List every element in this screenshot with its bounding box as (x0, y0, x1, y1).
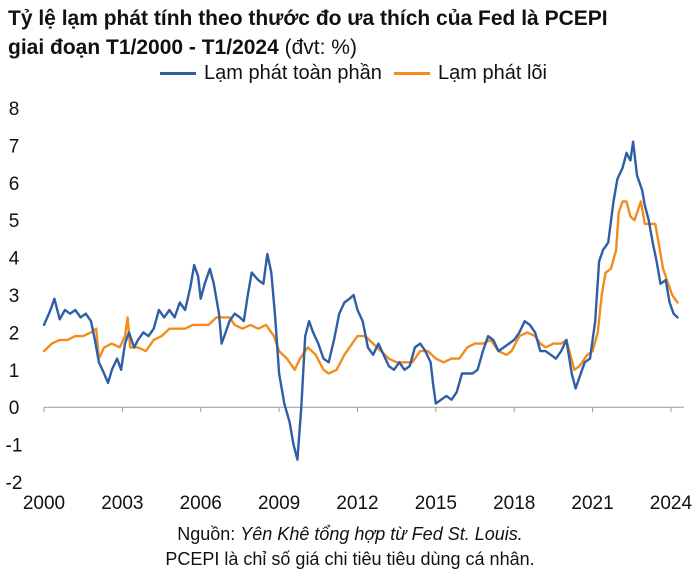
legend-swatch-core (394, 72, 430, 75)
legend-item-core: Lạm phát lõi (394, 62, 547, 85)
chart-title-unit: (đvt: %) (278, 36, 357, 59)
series-line-core (42, 200, 679, 375)
y-tick-label: 3 (9, 286, 20, 307)
x-tick-label: 2003 (101, 493, 143, 514)
y-tick-label: 6 (9, 174, 20, 195)
y-tick-label: 4 (9, 249, 20, 270)
source-prefix: Nguồn: (177, 524, 241, 544)
legend-item-headline: Lạm phát toàn phần (160, 62, 382, 85)
y-tick-label: 7 (9, 136, 20, 157)
x-tick-label: 2006 (180, 493, 222, 514)
y-tick-label: 5 (9, 211, 20, 232)
chart-title: Tỷ lệ lạm phát tính theo thước đo ưa thí… (8, 4, 698, 62)
legend-swatch-headline (160, 72, 196, 75)
source-note: Nguồn: Yên Khê tổng hợp từ Fed St. Louis… (0, 522, 700, 572)
source-footnote: PCEPI là chỉ số giá chi tiêu tiêu dùng c… (165, 549, 535, 569)
series-line-headline (42, 140, 679, 461)
x-tick-label: 2024 (650, 493, 693, 514)
y-tick-label: 8 (9, 99, 20, 120)
x-tick-label: 2018 (493, 493, 535, 514)
y-tick-label: 0 (9, 398, 20, 419)
source-text: Yên Khê tổng hợp từ Fed St. Louis. (240, 524, 523, 544)
x-tick-label: 2000 (23, 493, 65, 514)
x-tick-label: 2012 (336, 493, 378, 514)
legend-label-core: Lạm phát lõi (438, 62, 547, 84)
y-tick-label: 2 (9, 323, 20, 344)
chart-title-line2: giai đoạn T1/2000 - T1/2024 (8, 36, 279, 59)
inflation-line-chart: -2 -1 0 1 2 3 4 5 6 7 8 2000 2003 2006 2009 2012 2015 201… (6, 99, 693, 514)
chart-title-line1: Tỷ lệ lạm phát tính theo thước đo ưa thí… (8, 7, 608, 30)
y-tick-label: 1 (9, 361, 20, 382)
y-tick-label: -2 (6, 473, 23, 494)
legend-label-headline: Lạm phát toàn phần (204, 62, 382, 84)
x-tick-label: 2015 (415, 493, 457, 514)
chart-legend: Lạm phát toàn phần Lạm phát lõi (0, 62, 700, 88)
x-tick-label: 2009 (258, 493, 300, 514)
x-tick-label: 2021 (571, 493, 613, 514)
y-tick-label: -1 (6, 436, 23, 457)
